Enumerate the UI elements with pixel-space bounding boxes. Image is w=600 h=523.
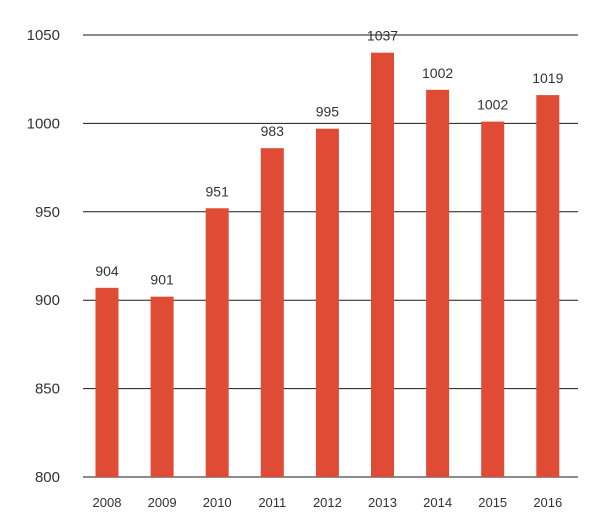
x-tick-label: 2014 <box>423 495 452 510</box>
data-label: 1037 <box>367 28 398 44</box>
data-label: 1019 <box>532 70 563 86</box>
data-label: 995 <box>316 104 340 120</box>
y-tick-label: 1000 <box>27 115 60 132</box>
x-tick-label: 2010 <box>203 495 232 510</box>
y-tick-label: 950 <box>35 204 60 221</box>
y-axis-ticks: 800 850 900 950 1000 1050 <box>27 27 60 486</box>
x-tick-label: 2016 <box>533 495 562 510</box>
bars <box>95 52 560 478</box>
x-tick-label: 2009 <box>148 495 177 510</box>
bar <box>315 128 339 478</box>
bar <box>95 287 119 477</box>
bar <box>260 148 284 478</box>
data-label: 983 <box>261 123 285 139</box>
data-labels: 904 901 951 983 995 1037 1002 1002 1019 <box>95 28 563 288</box>
bar <box>536 95 560 477</box>
y-tick-label: 850 <box>35 381 60 398</box>
data-label: 1002 <box>422 65 453 81</box>
data-label: 904 <box>95 263 119 279</box>
y-tick-label: 800 <box>35 469 60 486</box>
y-tick-label: 900 <box>35 292 60 309</box>
x-tick-label: 2011 <box>258 495 286 510</box>
x-tick-label: 2012 <box>313 495 342 510</box>
y-tick-label: 1050 <box>27 27 60 44</box>
data-label: 901 <box>150 272 174 288</box>
x-axis-ticks: 2008 2009 2010 2011 2012 2013 2014 2015 2016 <box>93 495 563 510</box>
bar <box>205 208 229 477</box>
x-tick-label: 2015 <box>478 495 507 510</box>
data-label: 1002 <box>477 97 508 113</box>
bar <box>150 296 174 477</box>
x-tick-label: 2013 <box>368 495 397 510</box>
bar <box>481 121 505 477</box>
bar <box>371 52 394 478</box>
data-label: 951 <box>206 183 230 199</box>
x-tick-label: 2008 <box>93 495 122 510</box>
bar <box>426 89 450 478</box>
